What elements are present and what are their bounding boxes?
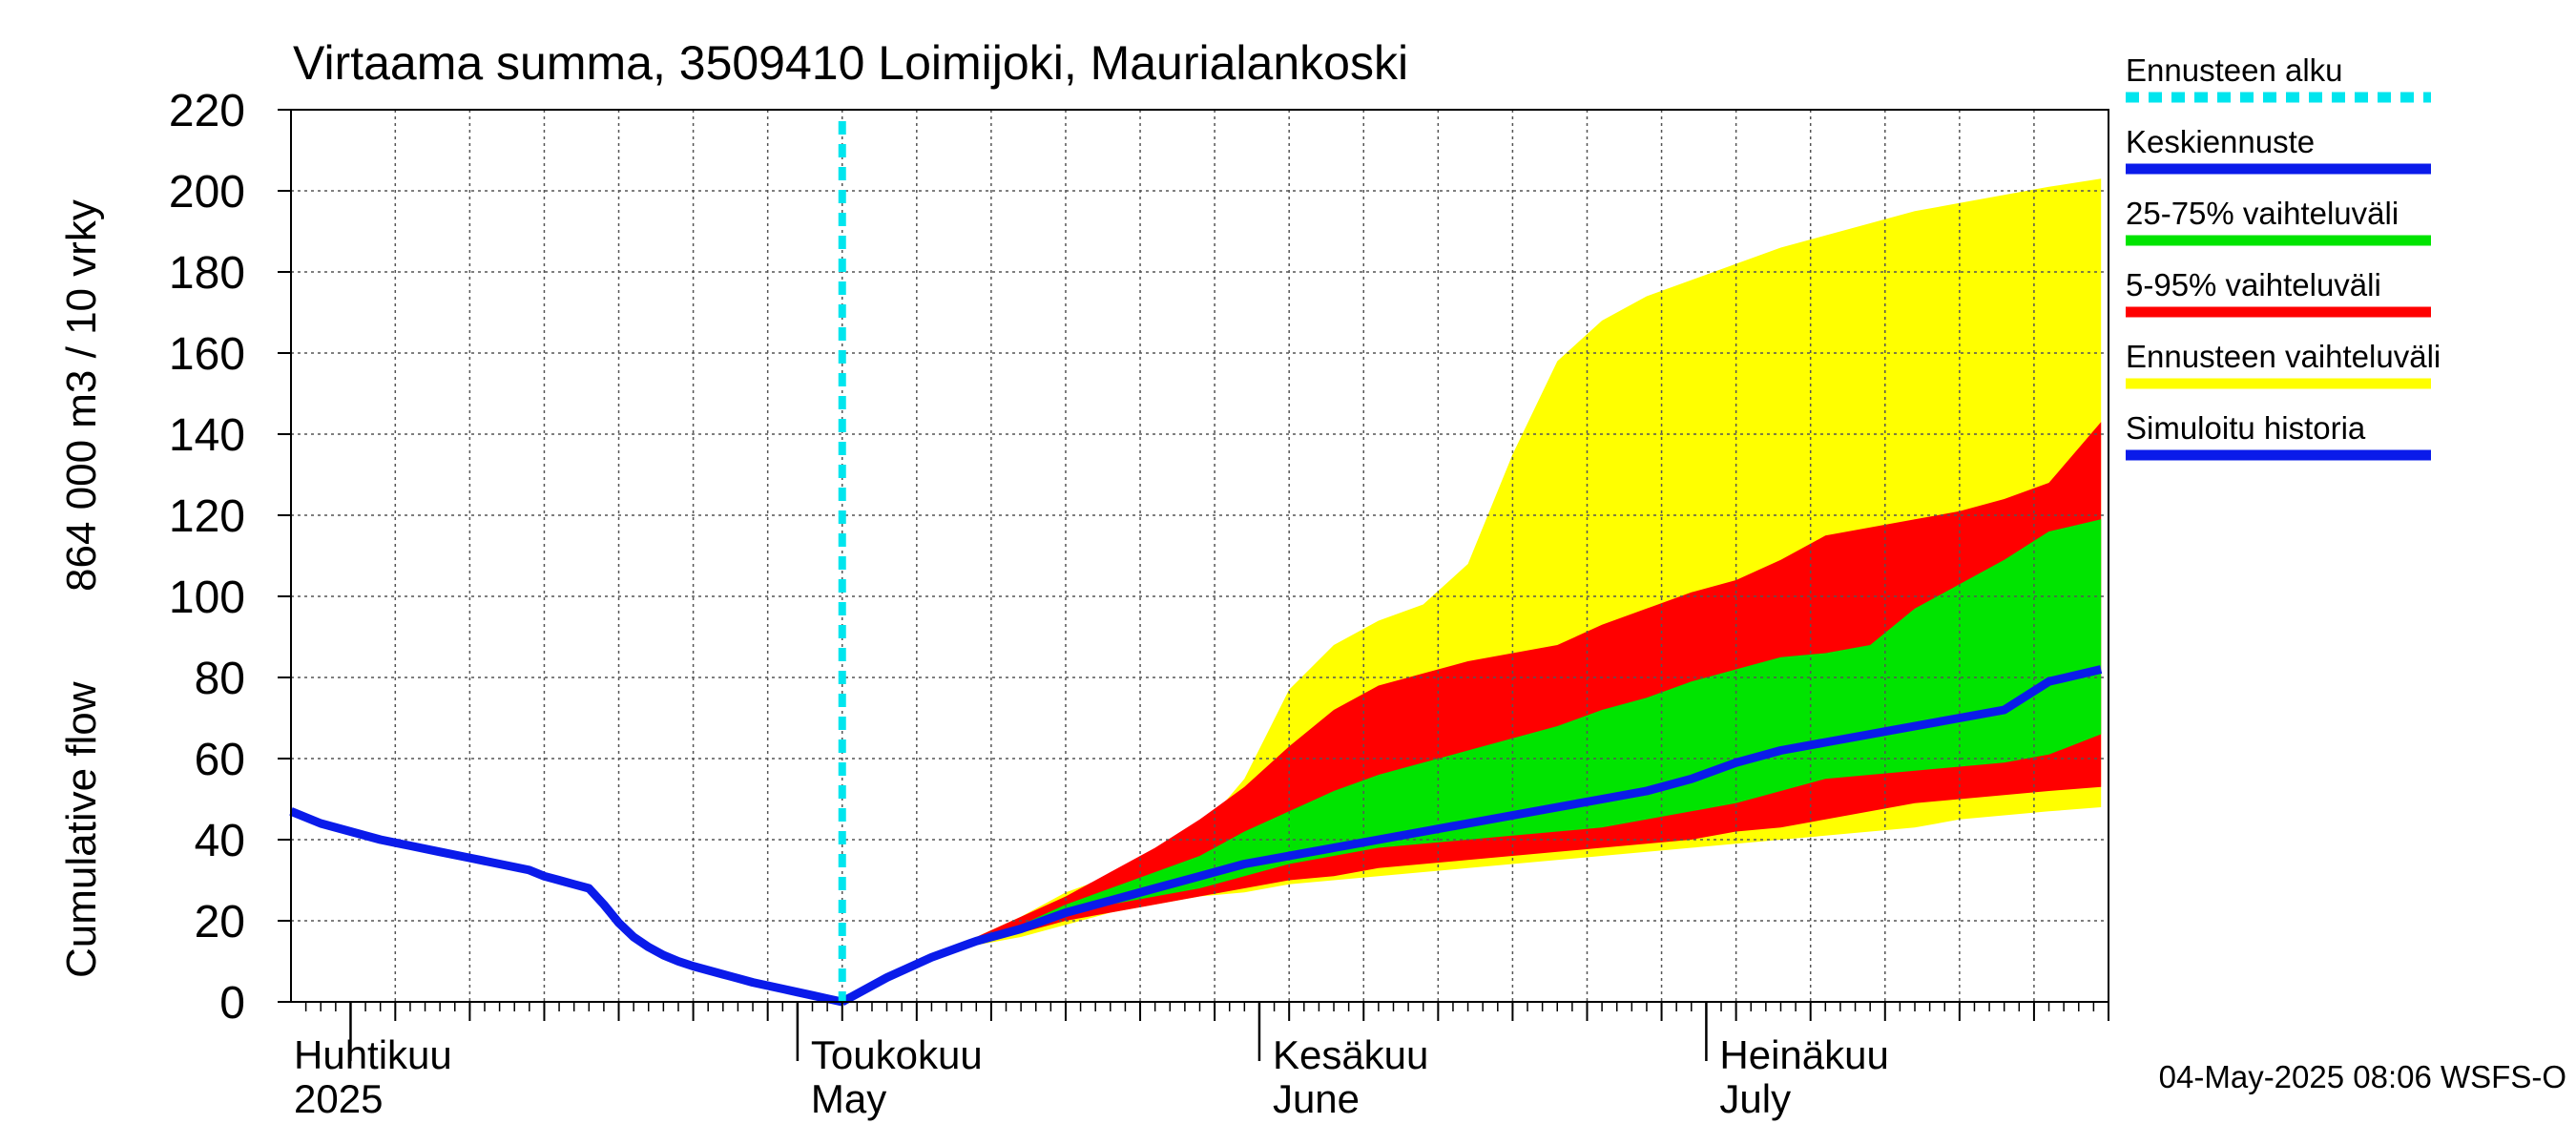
- band-5-95: [841, 422, 2102, 1002]
- y-tick-label: 20: [195, 897, 245, 947]
- legend-label: Keskiennuste: [2126, 124, 2315, 159]
- y-tick-label: 180: [169, 248, 245, 299]
- y-tick-label: 140: [169, 410, 245, 461]
- month-sublabel: May: [811, 1076, 886, 1121]
- y-axis-label-unit: 864 000 m3 / 10 vrky: [58, 199, 105, 592]
- legend-label: Simuloitu historia: [2126, 410, 2366, 446]
- legend-label: Ennusteen vaihteluväli: [2126, 339, 2441, 374]
- y-tick-label: 100: [169, 572, 245, 623]
- month-label: Toukokuu: [811, 1032, 983, 1077]
- y-axis-label-primary: Cumulative flow: [58, 681, 105, 978]
- y-tick-label: 200: [169, 167, 245, 218]
- y-tick-label: 40: [195, 816, 245, 866]
- simulated-history-line: [289, 807, 843, 1007]
- y-tick-label: 60: [195, 735, 245, 785]
- y-tick-label: 80: [195, 654, 245, 704]
- y-tick-label: 0: [219, 978, 245, 1029]
- median-forecast-line: [840, 665, 2103, 1006]
- legend-label: 5-95% vaihteluväli: [2126, 267, 2381, 302]
- series-lines: [289, 121, 2103, 1007]
- y-tick-label: 120: [169, 491, 245, 542]
- y-tick-label: 220: [169, 86, 245, 136]
- band-25-75: [841, 519, 2102, 1002]
- legend-label: 25-75% vaihteluväli: [2126, 196, 2399, 231]
- month-sublabel: 2025: [294, 1076, 383, 1121]
- forecast-bands: [841, 178, 2102, 1003]
- footer-timestamp: 04-May-2025 08:06 WSFS-O: [2159, 1059, 2566, 1094]
- y-axis: 0 20 40 60 80 100 120 140 160 180 200 220: [169, 86, 291, 1029]
- month-sublabel: June: [1273, 1076, 1360, 1121]
- legend-label: Ennusteen alku: [2126, 52, 2343, 88]
- month-sublabel: July: [1719, 1076, 1791, 1121]
- month-label: Kesäkuu: [1273, 1032, 1428, 1077]
- y-tick-label: 160: [169, 329, 245, 380]
- chart-title: Virtaama summa, 3509410 Loimijoki, Mauri…: [293, 36, 1408, 90]
- month-label: Heinäkuu: [1719, 1032, 1888, 1077]
- legend: Ennusteen alku Keskiennuste 25-75% vaihtel…: [2126, 52, 2441, 461]
- grid: [291, 110, 2109, 1002]
- month-label: Huhtikuu: [294, 1032, 452, 1077]
